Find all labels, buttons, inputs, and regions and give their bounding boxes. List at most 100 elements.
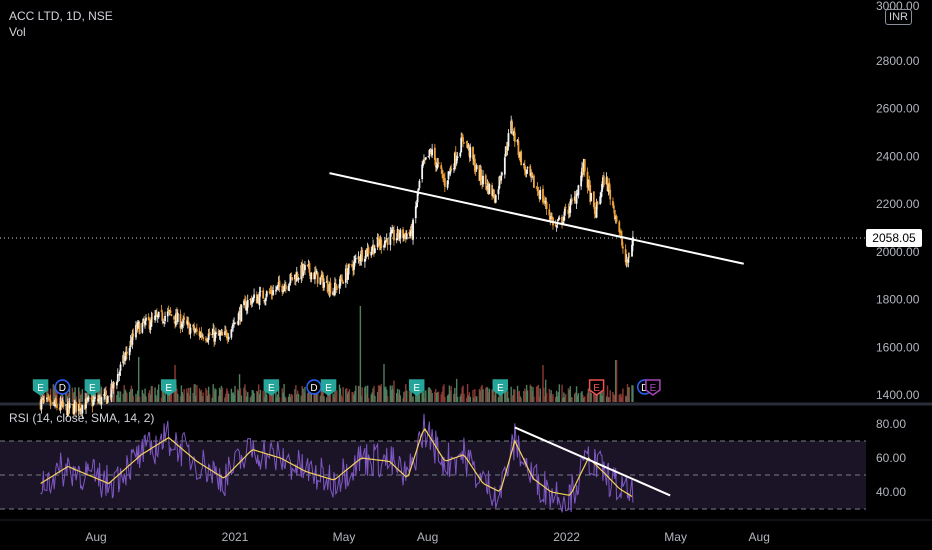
volume-bar — [351, 391, 353, 402]
volume-bar — [531, 391, 533, 402]
volume-bar — [289, 396, 292, 402]
candle — [65, 404, 67, 406]
candle — [372, 244, 374, 251]
candle — [576, 194, 579, 196]
candle — [511, 121, 513, 132]
volume-bar — [176, 388, 178, 402]
candle — [141, 322, 144, 333]
candle — [409, 233, 412, 236]
event-badge[interactable] — [320, 379, 337, 396]
volume-bar — [336, 390, 338, 402]
volume-bar — [417, 391, 420, 402]
dividend-marker[interactable]: D — [54, 379, 71, 395]
volume-bar — [74, 387, 76, 402]
earnings-marker[interactable]: E — [32, 379, 49, 396]
volume-bar — [79, 395, 82, 402]
candle — [524, 169, 527, 175]
rsi-tick-80.00: 80.00 — [876, 417, 906, 431]
volume-bar — [520, 397, 522, 402]
candle — [614, 217, 617, 220]
candle — [348, 264, 351, 266]
volume-bar — [397, 393, 400, 402]
volume-bar — [131, 388, 134, 402]
volume-bar — [427, 387, 430, 402]
price-tick-1600.00: 1600.00 — [876, 340, 920, 354]
volume-bar — [164, 389, 166, 402]
currency-badge[interactable]: INR — [885, 9, 912, 25]
candle — [486, 183, 489, 190]
volume-bar — [294, 389, 296, 402]
candle — [583, 159, 586, 172]
volume-bar — [594, 391, 596, 402]
earnings-marker[interactable]: E — [320, 379, 337, 396]
earnings-marker[interactable]: E — [588, 379, 605, 396]
volume-bar — [123, 385, 125, 402]
candle — [182, 318, 185, 324]
candle — [550, 216, 553, 219]
volume-bar — [361, 387, 363, 402]
volume-bar — [168, 395, 171, 402]
candle — [99, 395, 102, 405]
volume-bar — [529, 384, 531, 402]
event-badge[interactable] — [263, 379, 280, 396]
candle — [467, 145, 470, 149]
event-badge[interactable] — [54, 379, 71, 395]
candle — [315, 271, 318, 275]
candle — [544, 200, 547, 205]
volume-bar — [183, 389, 185, 402]
volume-bar — [510, 386, 512, 402]
candle — [226, 337, 229, 339]
candle — [480, 169, 483, 181]
volume-bar — [211, 397, 213, 402]
candle — [283, 286, 285, 292]
event-badge[interactable] — [408, 379, 425, 396]
volume-bar — [465, 397, 468, 402]
candle — [526, 167, 529, 169]
earnings-marker[interactable]: E — [84, 379, 101, 396]
candle — [385, 238, 388, 240]
earnings-marker[interactable]: E — [645, 379, 661, 396]
volume-bar — [569, 386, 571, 402]
candle — [380, 239, 383, 249]
dividend-marker[interactable]: D — [306, 379, 322, 395]
candle — [281, 285, 284, 292]
volume-bar — [583, 397, 585, 402]
candle — [142, 318, 145, 323]
volume-bar — [536, 386, 539, 402]
candle — [250, 299, 253, 306]
candle — [124, 356, 126, 361]
candle — [47, 396, 50, 399]
candle — [366, 248, 369, 256]
event-badge[interactable] — [588, 379, 605, 396]
candle — [590, 192, 593, 201]
event-badge[interactable] — [492, 379, 509, 396]
event-badge[interactable] — [160, 379, 177, 396]
volume-bar — [379, 386, 382, 402]
event-badge[interactable] — [32, 379, 49, 396]
earnings-marker[interactable]: E — [160, 379, 177, 396]
candle — [582, 167, 584, 173]
volume-bar — [581, 391, 583, 402]
event-badge[interactable] — [84, 379, 101, 396]
volume-bar — [81, 389, 84, 402]
candle — [113, 383, 116, 385]
volume-bar — [519, 396, 521, 402]
volume-bar — [491, 389, 493, 402]
candle — [415, 202, 418, 208]
candle — [179, 314, 182, 329]
candle — [494, 195, 497, 203]
volume-bar — [588, 388, 591, 402]
candle — [213, 329, 216, 342]
candle — [580, 175, 583, 187]
earnings-marker[interactable]: E — [408, 379, 425, 396]
candle — [67, 401, 70, 410]
earnings-marker[interactable]: E — [263, 379, 280, 396]
earnings-marker[interactable]: E — [492, 379, 509, 396]
volume-bar — [227, 393, 230, 402]
event-badge[interactable] — [645, 379, 661, 396]
volume-bar — [68, 384, 71, 402]
volume-bar — [453, 393, 455, 402]
volume-bar — [600, 384, 602, 402]
candle — [408, 231, 411, 235]
